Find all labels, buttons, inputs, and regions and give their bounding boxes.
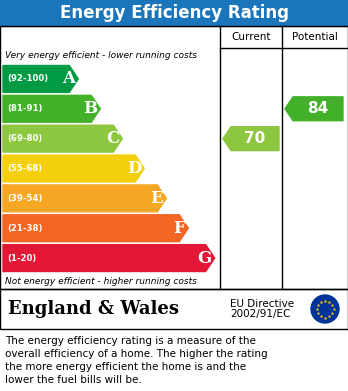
Text: (39-54): (39-54) — [7, 194, 42, 203]
Polygon shape — [3, 245, 215, 271]
Text: Very energy efficient - lower running costs: Very energy efficient - lower running co… — [5, 52, 197, 61]
Text: The energy efficiency rating is a measure of the: The energy efficiency rating is a measur… — [5, 336, 256, 346]
Text: Current: Current — [231, 32, 271, 42]
Text: 84: 84 — [307, 101, 329, 116]
Polygon shape — [285, 97, 343, 121]
Text: (55-68): (55-68) — [7, 164, 42, 173]
Polygon shape — [3, 66, 78, 92]
Text: D: D — [127, 160, 141, 177]
Bar — [0, 0, 348, 26]
Polygon shape — [3, 185, 166, 212]
Polygon shape — [223, 127, 279, 151]
Text: 70: 70 — [244, 131, 266, 146]
Text: EU Directive: EU Directive — [230, 299, 294, 309]
Text: F: F — [174, 220, 185, 237]
Text: England & Wales: England & Wales — [8, 300, 179, 318]
Text: overall efficiency of a home. The higher the rating: overall efficiency of a home. The higher… — [5, 349, 268, 359]
Text: (81-91): (81-91) — [7, 104, 42, 113]
Polygon shape — [3, 95, 100, 122]
Circle shape — [311, 295, 339, 323]
Text: Not energy efficient - higher running costs: Not energy efficient - higher running co… — [5, 276, 197, 285]
Text: Energy Efficiency Rating: Energy Efficiency Rating — [60, 4, 288, 22]
Text: A: A — [62, 70, 75, 88]
Text: G: G — [197, 249, 212, 267]
Text: E: E — [151, 190, 163, 207]
Bar — [0, 289, 348, 329]
Text: (92-100): (92-100) — [7, 74, 48, 83]
Polygon shape — [3, 155, 144, 182]
Text: (1-20): (1-20) — [7, 254, 36, 263]
Text: B: B — [83, 100, 97, 117]
Polygon shape — [3, 125, 122, 152]
Bar — [0, 26, 348, 289]
Text: (21-38): (21-38) — [7, 224, 42, 233]
Text: the more energy efficient the home is and the: the more energy efficient the home is an… — [5, 362, 246, 372]
Text: lower the fuel bills will be.: lower the fuel bills will be. — [5, 375, 142, 385]
Polygon shape — [3, 215, 188, 242]
Text: (69-80): (69-80) — [7, 134, 42, 143]
Text: Potential: Potential — [292, 32, 338, 42]
Text: 2002/91/EC: 2002/91/EC — [230, 309, 290, 319]
Text: C: C — [106, 130, 119, 147]
